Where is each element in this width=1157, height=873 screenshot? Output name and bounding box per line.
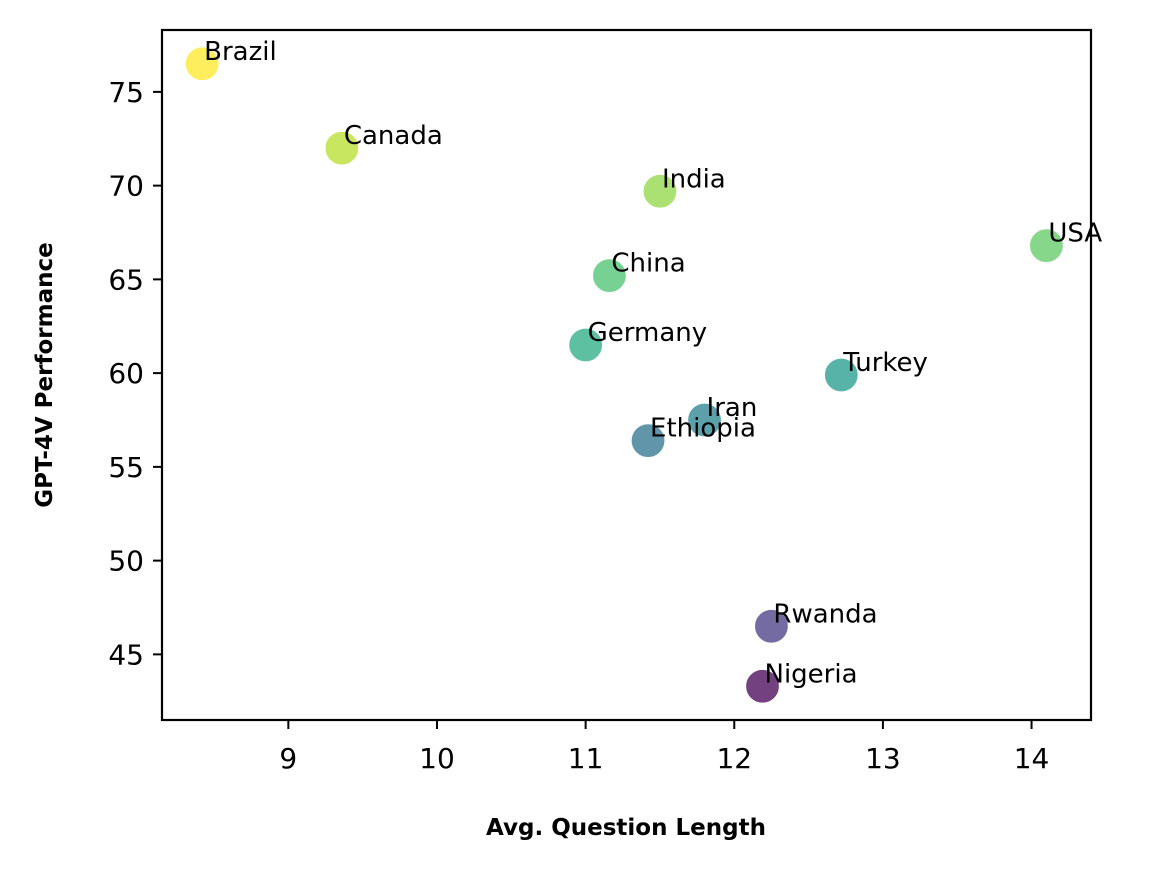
data-point — [184, 46, 220, 82]
x-tick-label: 11 — [568, 742, 604, 775]
x-tick-label: 9 — [279, 742, 297, 775]
data-point — [591, 258, 628, 294]
point-label: Germany — [588, 318, 708, 348]
point-label: India — [662, 164, 726, 194]
point-label: USA — [1048, 219, 1102, 249]
data-point — [630, 423, 666, 459]
x-tick-label: 14 — [1014, 742, 1050, 775]
data-points — [184, 46, 1065, 704]
y-axis-title: GPT-4V Performance — [32, 242, 58, 507]
y-tick-label: 45 — [108, 638, 144, 671]
data-point — [1028, 228, 1065, 264]
y-tick-label: 70 — [108, 170, 144, 203]
point-label: Nigeria — [765, 659, 858, 689]
data-point — [642, 173, 678, 209]
data-point — [744, 668, 781, 704]
point-labels: Brazil Canada India USA China Germany Turkey Ir… — [204, 37, 1102, 690]
y-tick-label: 75 — [108, 76, 144, 109]
data-point — [823, 357, 859, 393]
x-axis-title: Avg. Question Length — [486, 815, 766, 841]
plot-frame — [160, 28, 1093, 722]
point-label: Canada — [344, 121, 443, 151]
axis-ticks: 9 10 11 12 13 14 45 50 55 60 65 70 75 — [108, 76, 1049, 775]
data-point — [753, 608, 790, 644]
y-tick-label: 65 — [108, 263, 144, 296]
point-label: Rwanda — [773, 599, 877, 629]
data-point — [568, 327, 604, 363]
x-tick-label: 13 — [865, 742, 901, 775]
point-label: China — [611, 249, 685, 279]
y-tick-label: 55 — [108, 451, 144, 484]
point-label: Ethiopia — [650, 414, 756, 444]
x-tick-label: 10 — [419, 742, 455, 775]
x-tick-label: 12 — [716, 742, 752, 775]
data-point — [686, 402, 723, 438]
data-point — [324, 130, 360, 166]
point-label: Turkey — [842, 348, 928, 378]
point-label: Iran — [707, 393, 758, 423]
y-tick-label: 50 — [108, 545, 144, 578]
y-tick-label: 60 — [108, 357, 144, 390]
point-label: Brazil — [204, 37, 277, 67]
